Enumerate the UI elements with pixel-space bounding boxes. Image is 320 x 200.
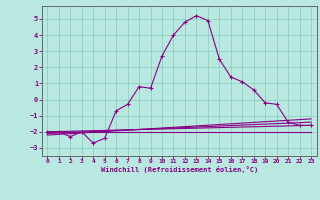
X-axis label: Windchill (Refroidissement éolien,°C): Windchill (Refroidissement éolien,°C) [100,166,258,173]
